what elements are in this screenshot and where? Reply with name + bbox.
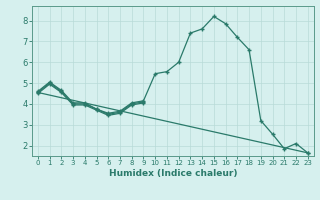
X-axis label: Humidex (Indice chaleur): Humidex (Indice chaleur) (108, 169, 237, 178)
